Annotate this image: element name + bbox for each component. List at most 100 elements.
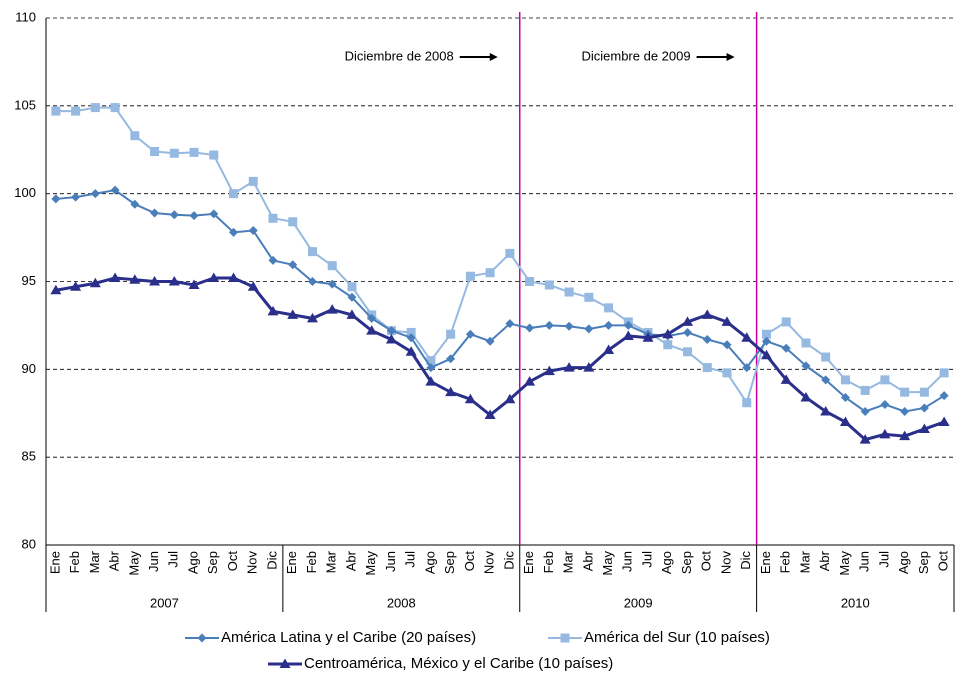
legend-swatch-marker: [197, 633, 207, 643]
data-point: [623, 320, 633, 330]
x-tick-label: Ago: [896, 551, 911, 574]
data-point: [683, 327, 693, 337]
series-line: [55, 189, 945, 413]
data-point: [288, 217, 298, 227]
data-point: [760, 349, 772, 360]
x-tick-label: Oct: [936, 551, 951, 572]
annotation-arrowhead: [489, 53, 498, 61]
data-point: [702, 334, 712, 344]
data-point: [188, 279, 200, 290]
data-point: [821, 375, 831, 385]
data-point: [110, 103, 120, 113]
data-point: [287, 309, 299, 319]
data-point: [70, 281, 82, 291]
data-point: [208, 272, 220, 282]
data-point: [306, 312, 318, 323]
data-point: [267, 305, 279, 316]
data-point: [366, 325, 378, 335]
data-point: [663, 340, 673, 350]
x-tick-label: Mar: [797, 550, 812, 573]
y-tick-label: 85: [22, 449, 36, 464]
data-point: [71, 192, 81, 202]
x-tick-label: Jul: [166, 551, 181, 568]
data-point: [110, 185, 120, 195]
x-tick-label: Ago: [422, 551, 437, 574]
data-point: [900, 406, 910, 416]
data-point: [662, 328, 674, 339]
x-tick-label: Sep: [442, 551, 457, 574]
y-tick-label: 100: [14, 185, 36, 200]
x-tick-label: Jul: [876, 551, 891, 568]
data-point: [840, 375, 850, 385]
data-point: [880, 399, 890, 409]
data-point: [465, 271, 475, 281]
y-tick-label: 110: [15, 9, 36, 24]
data-point: [604, 303, 614, 313]
data-point: [327, 261, 337, 271]
data-point: [485, 336, 495, 346]
x-tick-label: Sep: [916, 551, 931, 574]
data-point: [425, 376, 437, 386]
data-point: [683, 347, 693, 357]
x-tick-label: Mar: [561, 550, 576, 573]
data-point: [919, 387, 929, 397]
data-point: [504, 393, 516, 404]
data-point: [761, 336, 771, 346]
data-point: [939, 391, 949, 401]
series-line: [55, 106, 945, 406]
x-tick-label: Nov: [245, 551, 260, 575]
data-point: [71, 106, 81, 116]
x-tick-label: Abr: [343, 550, 358, 571]
data-point: [721, 316, 733, 326]
data-point: [859, 434, 871, 444]
legend-swatch-marker: [279, 658, 291, 668]
legend-label: América Latina y el Caribe (20 países): [221, 629, 476, 646]
x-tick-label: May: [363, 551, 378, 576]
data-point: [544, 280, 554, 290]
x-tick-label: May: [600, 551, 615, 576]
data-point: [642, 332, 654, 342]
data-point: [168, 276, 180, 286]
x-tick-label: Jun: [620, 551, 635, 572]
x-tick-label: Dic: [264, 551, 279, 570]
data-point: [130, 131, 140, 141]
series-line: [55, 276, 945, 442]
data-point: [484, 409, 496, 420]
data-point: [327, 279, 337, 289]
data-point: [347, 282, 357, 292]
data-point: [741, 332, 753, 342]
data-point: [426, 356, 436, 366]
data-point: [51, 194, 61, 204]
y-tick-label: 80: [22, 536, 36, 551]
data-point: [742, 363, 752, 373]
x-tick-label: Ago: [659, 551, 674, 574]
data-point: [880, 375, 890, 385]
data-point: [426, 363, 436, 373]
data-point: [209, 209, 219, 219]
data-point: [505, 319, 515, 329]
data-point: [564, 287, 574, 297]
data-point: [505, 248, 515, 258]
x-tick-label: Abr: [817, 550, 832, 571]
data-point: [583, 362, 595, 372]
x-tick-label: Mar: [324, 550, 339, 573]
data-point: [860, 406, 870, 416]
x-tick-label: Ene: [284, 551, 299, 574]
data-point: [899, 430, 911, 441]
data-point: [288, 260, 298, 270]
data-point: [90, 189, 100, 199]
x-tick-label: Nov: [718, 551, 733, 575]
x-tick-label: Feb: [67, 551, 82, 573]
data-point: [229, 227, 239, 237]
data-point: [367, 313, 377, 323]
data-point: [702, 363, 712, 373]
data-point: [149, 276, 161, 286]
data-point: [525, 277, 535, 286]
data-point: [229, 189, 239, 199]
data-point: [840, 392, 850, 402]
x-tick-label: Feb: [304, 551, 319, 573]
data-point: [307, 247, 317, 257]
x-tick-label: Jul: [403, 551, 418, 568]
data-point: [801, 361, 811, 371]
